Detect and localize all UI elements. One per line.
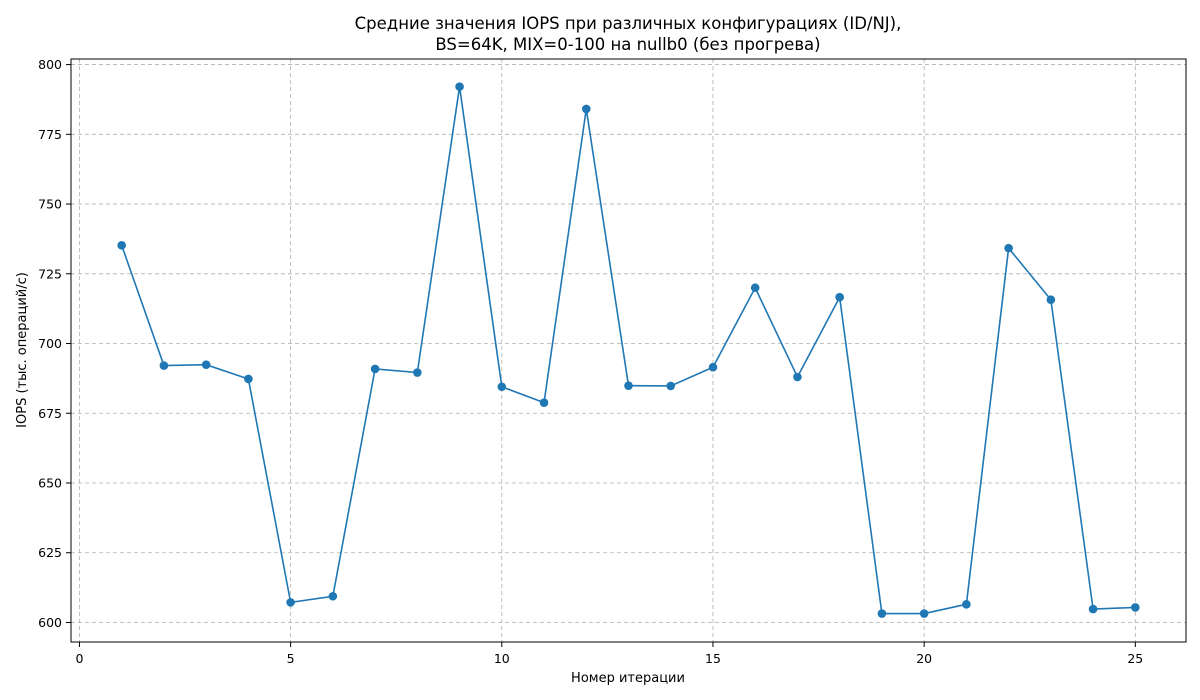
data-point [793,372,802,382]
grid-lines [71,59,1186,642]
series-layer [117,82,1140,618]
y-tick-label: 700 [38,336,62,351]
data-point [1046,295,1056,305]
data-point [750,283,760,293]
data-point [117,241,126,250]
y-tick-label: 600 [38,615,62,630]
data-point [919,609,929,618]
x-tick-label: 5 [287,651,295,666]
data-point [666,381,676,391]
data-point [708,362,718,372]
data-point [962,600,971,609]
y-tick-label: 650 [38,476,62,491]
data-point [1131,603,1140,612]
x-tick-label: 15 [705,651,721,666]
data-point [1088,604,1098,614]
data-point [286,598,295,607]
chart-title-line-1: Средние значения IOPS при различных конф… [355,14,902,33]
data-point [159,361,169,370]
y-tick-label: 800 [38,57,62,72]
x-axis-label: Номер итерации [571,671,685,686]
plot-frame [70,58,1187,643]
x-tick-label: 0 [75,651,83,666]
data-point [370,364,380,374]
data-point [455,82,464,91]
data-point [413,368,422,377]
y-tick-label: 725 [38,266,62,281]
data-point [539,398,549,407]
y-tick-label: 675 [38,406,62,421]
y-axis-label: IOPS (тыс. операций/с) [15,272,30,428]
data-point [1004,243,1013,253]
y-tick-label: 750 [38,197,62,212]
data-point [328,591,338,601]
data-point [244,374,253,384]
data-point [877,609,887,618]
y-tick-label: 625 [38,545,62,560]
data-point [835,292,844,302]
x-tick-label: 10 [494,651,510,666]
x-tick-label: 20 [916,651,932,666]
data-point [497,382,507,392]
data-point [581,104,591,114]
data-point [201,360,211,370]
axis-ticks: 0 5 10 15 20 25 600 625 650 675 700 725 750 775 800 [38,57,1143,666]
data-point [624,381,633,390]
x-tick-label: 25 [1127,651,1143,666]
series-line [120,86,1136,615]
chart-title-line-2: BS=64K, MIX=0-100 на nullb0 (без прогрев… [435,35,820,54]
y-tick-label: 775 [38,127,62,142]
